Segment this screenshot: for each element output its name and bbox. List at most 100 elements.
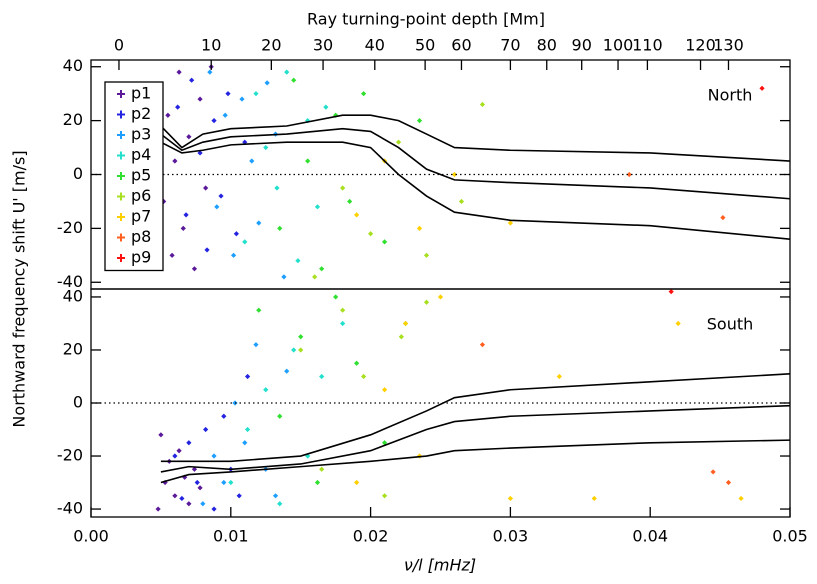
legend-marker [117,110,125,119]
data-point [281,274,287,280]
x2-tick-label: 10 [201,36,221,55]
data-point [416,225,423,231]
data-point [263,144,269,151]
legend-marker [117,254,125,262]
data-point [591,495,597,502]
data-point [242,239,248,245]
data-point [354,360,360,366]
data-point [274,185,280,191]
data-point [249,158,255,164]
data-point [172,158,178,164]
y-tick-label: 20 [63,110,83,129]
trend-line [160,114,791,162]
data-point [738,495,744,502]
trend-line [160,404,791,473]
data-point [239,96,245,102]
legend-marker [117,90,125,98]
data-point [340,185,346,191]
legend-box [104,81,164,272]
data-point [165,112,171,118]
data-point [207,69,213,75]
data-point [225,91,231,97]
data-point [668,289,674,295]
data-point [361,373,367,380]
data-point [233,231,239,237]
x-axis-label: ν/l [mHz] [404,556,476,575]
y-tick-label: -20 [57,218,83,237]
y-tick-label: -40 [57,272,83,291]
data-point [244,373,251,380]
data-point [284,368,290,374]
data-point [333,294,339,300]
data-point [222,112,228,118]
data-point [458,198,465,205]
y-tick-label: 40 [63,56,83,75]
x2-tick-label: 100 [603,36,634,55]
data-point [381,493,388,499]
legend-label: p3 [131,125,151,144]
data-point [200,501,206,507]
data-point [354,212,360,218]
legend-label: p6 [131,186,151,205]
x-tick-label: 0.05 [772,527,808,546]
data-point [162,479,168,486]
y-tick-label: -40 [57,499,83,518]
legend-marker [117,172,125,180]
data-point [381,239,388,245]
data-point [204,247,210,253]
data-point [194,479,200,486]
data-point [211,118,217,124]
data-point [347,198,353,205]
data-point [291,347,297,353]
x2-tick-label: 120 [685,36,716,55]
data-point [319,266,325,272]
data-point [221,479,227,486]
data-point [203,426,209,433]
y-tick-label: -20 [57,446,83,465]
data-point [416,118,423,124]
trend-line [160,127,791,200]
data-point [176,448,182,454]
data-point [323,104,329,110]
data-point [333,112,339,118]
data-point [172,453,178,459]
x-tick-label: 0.04 [632,527,668,546]
legend-label: p8 [131,227,151,246]
legend-label: p7 [131,207,151,226]
legend-marker [117,151,125,160]
data-point [191,466,198,472]
data-point [423,299,430,305]
data-point [277,501,283,507]
data-point [236,493,242,499]
data-point [272,493,279,499]
data-point [189,77,195,83]
data-point [183,212,189,218]
panel-annotation: South [707,315,754,334]
x2-tick-label: 70 [500,36,520,55]
data-point [256,307,262,313]
data-point [172,493,178,499]
data-point [211,506,217,512]
x2-tick-label: 30 [313,36,333,55]
data-point [298,334,304,340]
y-axis-label: Northward frequency shift U' [m/s] [10,150,29,427]
x2-tick-label: 90 [572,36,592,55]
data-point [242,440,248,446]
trend-line [160,373,791,463]
data-point [264,80,270,86]
data-point [244,426,251,433]
x-tick-label: 0.02 [353,527,389,546]
y-tick-label: 0 [73,393,83,412]
data-point [720,215,726,221]
data-point [230,252,237,258]
x2-tick-label: 0 [114,36,124,55]
data-point [211,453,217,459]
data-point [277,225,283,231]
data-point [203,185,209,191]
legend-label: p2 [131,104,151,123]
x2-tick-label: 40 [365,36,385,55]
data-point [423,252,430,258]
data-point [186,501,192,507]
data-point [451,171,458,178]
